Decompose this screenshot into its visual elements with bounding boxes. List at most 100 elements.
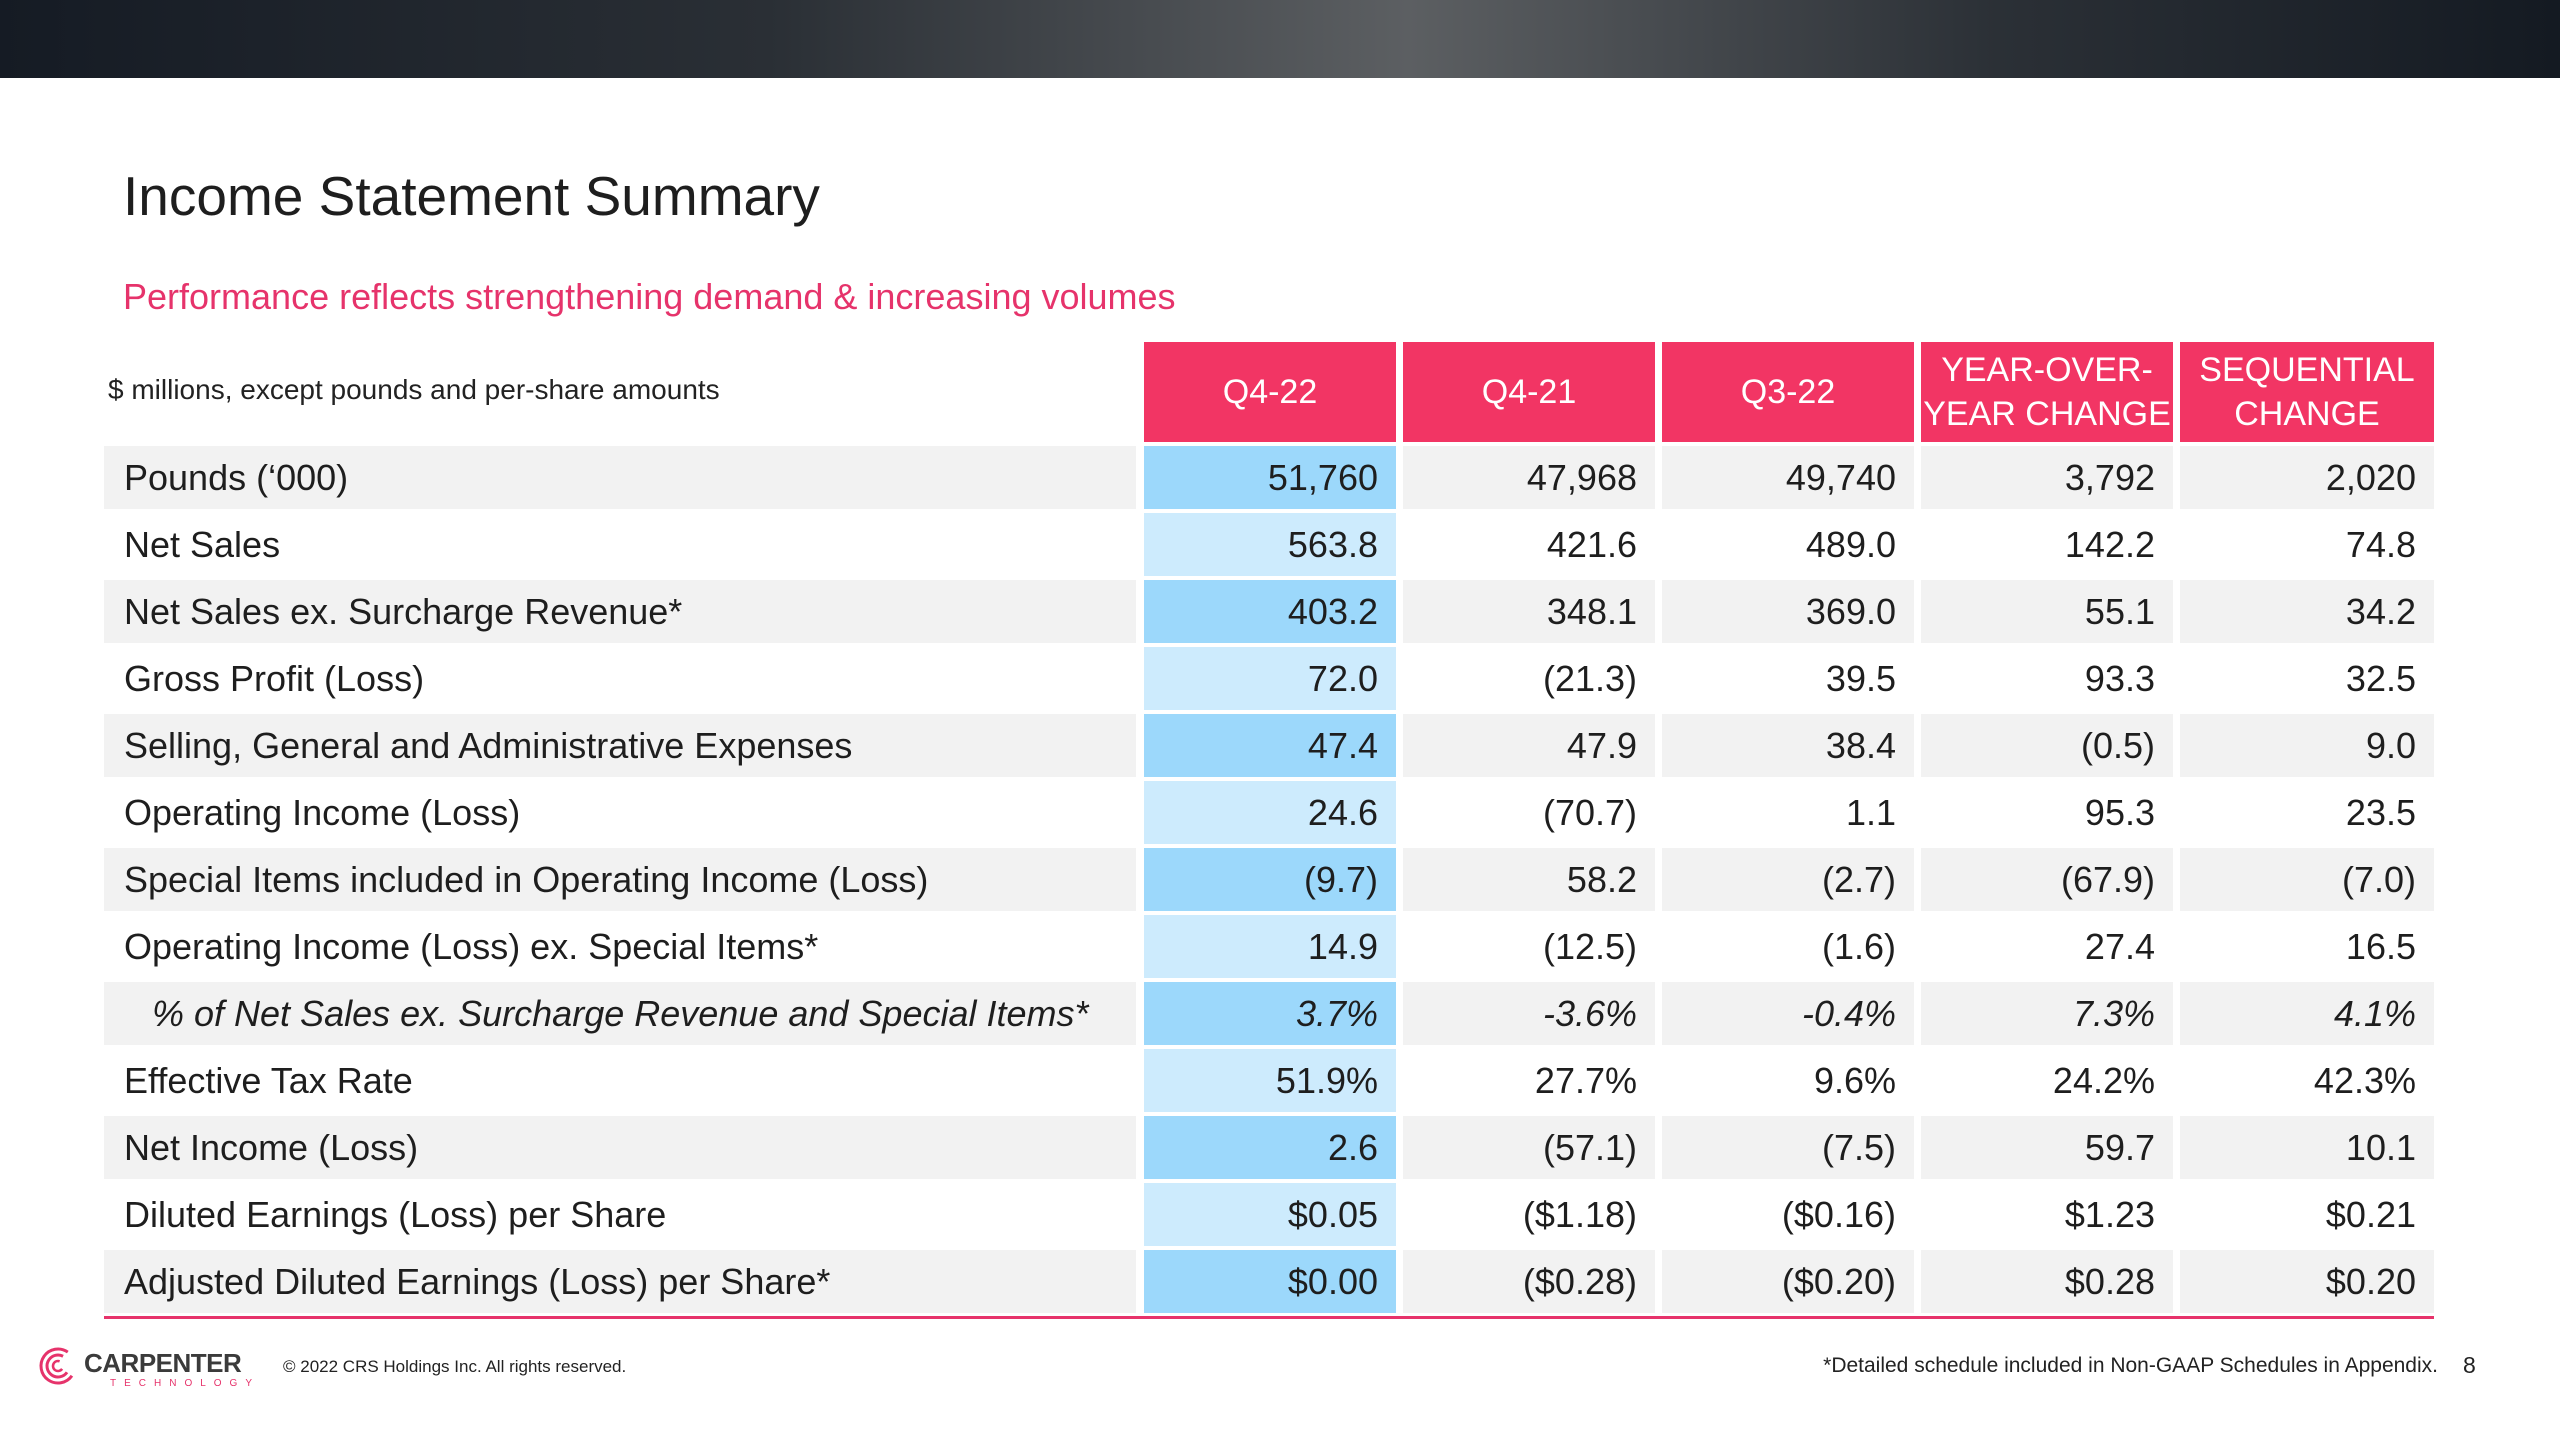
page-number: 8 [2463,1352,2476,1378]
table-row: Gross Profit (Loss) 72.0 (21.3) 39.5 93.… [0,647,2560,710]
cell-sequential-change: 2,020 [2180,446,2434,509]
table-row: Net Sales 563.8 421.6 489.0 142.2 74.8 [0,513,2560,576]
cell-q4-21: (21.3) [1403,647,1655,710]
cell-q4-22: 24.6 [1144,781,1396,844]
row-label: Net Sales ex. Surcharge Revenue* [104,580,1136,643]
cell-sequential-change: 9.0 [2180,714,2434,777]
cell-q4-21: (57.1) [1403,1116,1655,1179]
row-label: % of Net Sales ex. Surcharge Revenue and… [104,982,1136,1045]
header-q4-22: Q4-22 [1144,342,1396,442]
cell-q4-22: 72.0 [1144,647,1396,710]
cell-q4-22: 51.9% [1144,1049,1396,1112]
cell-q4-21: 47,968 [1403,446,1655,509]
cell-sequential-change: 4.1% [2180,982,2434,1045]
row-label: Operating Income (Loss) [104,781,1136,844]
cell-q4-21: 27.7% [1403,1049,1655,1112]
table-row: % of Net Sales ex. Surcharge Revenue and… [0,982,2560,1045]
row-label: Pounds (‘000) [104,446,1136,509]
table-row: Net Income (Loss) 2.6 (57.1) (7.5) 59.7 … [0,1116,2560,1179]
cell-q4-21: ($1.18) [1403,1183,1655,1246]
cell-q4-21: 348.1 [1403,580,1655,643]
cell-q4-21: (70.7) [1403,781,1655,844]
footnote: *Detailed schedule included in Non-GAAP … [1823,1354,2438,1377]
table-row: Effective Tax Rate 51.9% 27.7% 9.6% 24.2… [0,1049,2560,1112]
cell-q4-22: 3.7% [1144,982,1396,1045]
slide-subtitle: Performance reflects strengthening deman… [123,276,1176,317]
table-row: Operating Income (Loss) ex. Special Item… [0,915,2560,978]
cell-q4-22: 563.8 [1144,513,1396,576]
header-sequential-change: SEQUENTIAL CHANGE [2180,342,2434,442]
cell-q3-22: 369.0 [1662,580,1914,643]
cell-q4-22: 14.9 [1144,915,1396,978]
row-label: Diluted Earnings (Loss) per Share [104,1183,1136,1246]
cell-yoy-change: 3,792 [1921,446,2173,509]
row-label: Special Items included in Operating Inco… [104,848,1136,911]
cell-q4-22: 2.6 [1144,1116,1396,1179]
cell-q3-22: 49,740 [1662,446,1914,509]
row-label: Net Income (Loss) [104,1116,1136,1179]
table-row: Diluted Earnings (Loss) per Share $0.05 … [0,1183,2560,1246]
table-row: Operating Income (Loss) 24.6 (70.7) 1.1 … [0,781,2560,844]
cell-q4-21: 421.6 [1403,513,1655,576]
cell-q4-22: 403.2 [1144,580,1396,643]
cell-sequential-change: 10.1 [2180,1116,2434,1179]
cell-yoy-change: (0.5) [1921,714,2173,777]
cell-yoy-change: 55.1 [1921,580,2173,643]
cell-sequential-change: 74.8 [2180,513,2434,576]
cell-sequential-change: 16.5 [2180,915,2434,978]
table-row: Pounds (‘000) 51,760 47,968 49,740 3,792… [0,446,2560,509]
cell-sequential-change: 42.3% [2180,1049,2434,1112]
header-q4-21: Q4-21 [1403,342,1655,442]
cell-q4-22: $0.00 [1144,1250,1396,1313]
cell-sequential-change: 32.5 [2180,647,2434,710]
table-row: Special Items included in Operating Inco… [0,848,2560,911]
logo-wordmark: CARPENTER [84,1348,242,1378]
cell-sequential-change: (7.0) [2180,848,2434,911]
row-label: Adjusted Diluted Earnings (Loss) per Sha… [104,1250,1136,1313]
cell-q4-21: ($0.28) [1403,1250,1655,1313]
cell-yoy-change: $1.23 [1921,1183,2173,1246]
cell-yoy-change: 7.3% [1921,982,2173,1045]
slide-title: Income Statement Summary [123,165,820,227]
row-label: Effective Tax Rate [104,1049,1136,1112]
table-row: Net Sales ex. Surcharge Revenue* 403.2 3… [0,580,2560,643]
cell-yoy-change: $0.28 [1921,1250,2173,1313]
cell-q3-22: (1.6) [1662,915,1914,978]
cell-q3-22: 39.5 [1662,647,1914,710]
cell-q4-21: 58.2 [1403,848,1655,911]
cell-q3-22: (2.7) [1662,848,1914,911]
cell-q4-22: 51,760 [1144,446,1396,509]
cell-sequential-change: $0.21 [2180,1183,2434,1246]
header-yoy-change: YEAR-OVER- YEAR CHANGE [1921,342,2173,442]
table-row: Selling, General and Administrative Expe… [0,714,2560,777]
cell-yoy-change: 95.3 [1921,781,2173,844]
table-bottom-rule [104,1316,2434,1319]
cell-q3-22: ($0.16) [1662,1183,1914,1246]
cell-sequential-change: 34.2 [2180,580,2434,643]
cell-q4-22: $0.05 [1144,1183,1396,1246]
cell-q3-22: 9.6% [1662,1049,1914,1112]
cell-q4-21: (12.5) [1403,915,1655,978]
cell-q3-22: 489.0 [1662,513,1914,576]
units-label: $ millions, except pounds and per-share … [108,374,720,405]
cell-q3-22: (7.5) [1662,1116,1914,1179]
cell-yoy-change: (67.9) [1921,848,2173,911]
row-label: Operating Income (Loss) ex. Special Item… [104,915,1136,978]
cell-sequential-change: 23.5 [2180,781,2434,844]
cell-q4-22: 47.4 [1144,714,1396,777]
cell-q4-21: -3.6% [1403,982,1655,1045]
row-label: Gross Profit (Loss) [104,647,1136,710]
top-banner [0,0,2560,78]
cell-q3-22: 38.4 [1662,714,1914,777]
copyright-notice: © 2022 CRS Holdings Inc. All rights rese… [283,1357,627,1376]
cell-sequential-change: $0.20 [2180,1250,2434,1313]
cell-q3-22: -0.4% [1662,982,1914,1045]
cell-yoy-change: 24.2% [1921,1049,2173,1112]
cell-yoy-change: 59.7 [1921,1116,2173,1179]
cell-q3-22: ($0.20) [1662,1250,1914,1313]
carpenter-logo-icon [39,1347,77,1385]
cell-yoy-change: 93.3 [1921,647,2173,710]
cell-q3-22: 1.1 [1662,781,1914,844]
carpenter-logo: CARPENTER TECHNOLOGY [38,1344,268,1396]
table-row: Adjusted Diluted Earnings (Loss) per Sha… [0,1250,2560,1313]
